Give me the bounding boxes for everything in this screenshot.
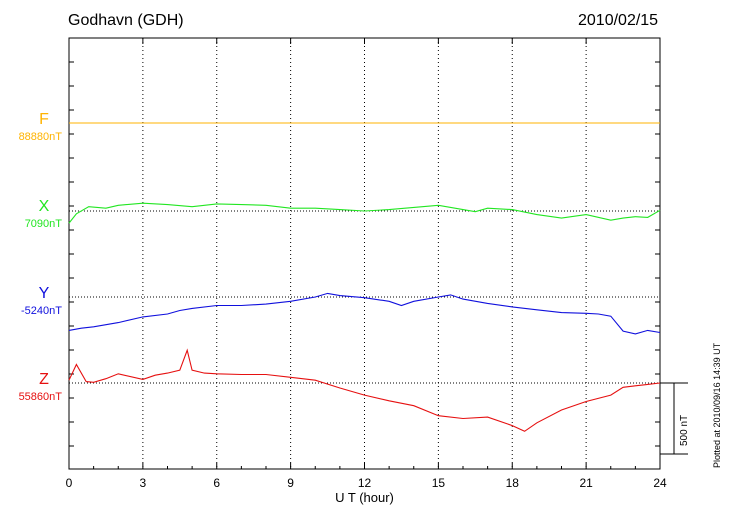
plotted-timestamp: Plotted at 2010/09/16 14:39 UT [712, 342, 722, 468]
series-z [68, 348, 661, 432]
x-tick-label: 6 [213, 476, 220, 490]
baseline-label-f: 88880nT [19, 131, 63, 143]
x-tick-label: 15 [432, 476, 446, 490]
channel-label-f: F [39, 111, 49, 128]
x-tick-label: 24 [653, 476, 667, 490]
x-tick-label: 3 [140, 476, 147, 490]
date-label: 2010/02/15 [578, 12, 659, 29]
x-tick-label: 0 [66, 476, 73, 490]
baseline-label-y: -5240nT [21, 305, 62, 317]
series-x [68, 202, 661, 224]
channel-label-z: Z [39, 371, 49, 388]
channel-label-y: Y [39, 285, 50, 302]
station-title: Godhavn (GDH) [68, 12, 184, 29]
scale-bar-label: 500 nT [679, 414, 690, 446]
series-y [68, 292, 661, 335]
x-tick-label: 9 [287, 476, 294, 490]
x-tick-label: 12 [358, 476, 372, 490]
baseline-label-x: 7090nT [25, 218, 63, 230]
x-tick-label: 18 [506, 476, 520, 490]
x-tick-label: 21 [579, 476, 593, 490]
x-axis-label: U T (hour) [335, 490, 394, 505]
channel-label-x: X [39, 198, 50, 215]
baseline-label-z: 55860nT [19, 391, 63, 403]
